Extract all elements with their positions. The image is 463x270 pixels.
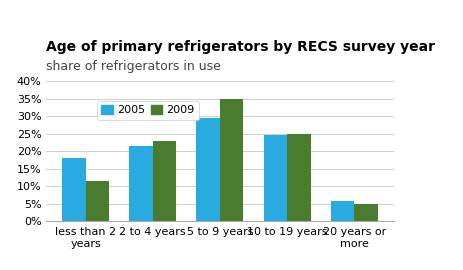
Bar — [86, 181, 109, 221]
Bar — [354, 204, 378, 221]
Bar — [220, 99, 244, 221]
Text: Age of primary refrigerators by RECS survey year: Age of primary refrigerators by RECS sur… — [46, 40, 435, 54]
Bar — [62, 158, 86, 221]
Bar — [331, 201, 354, 221]
Legend: 2005, 2009: 2005, 2009 — [97, 101, 199, 120]
Bar — [287, 134, 311, 221]
Bar — [153, 141, 176, 221]
Text: share of refrigerators in use: share of refrigerators in use — [46, 60, 221, 73]
Bar — [263, 136, 287, 221]
Bar — [129, 146, 153, 221]
Bar — [196, 118, 220, 221]
